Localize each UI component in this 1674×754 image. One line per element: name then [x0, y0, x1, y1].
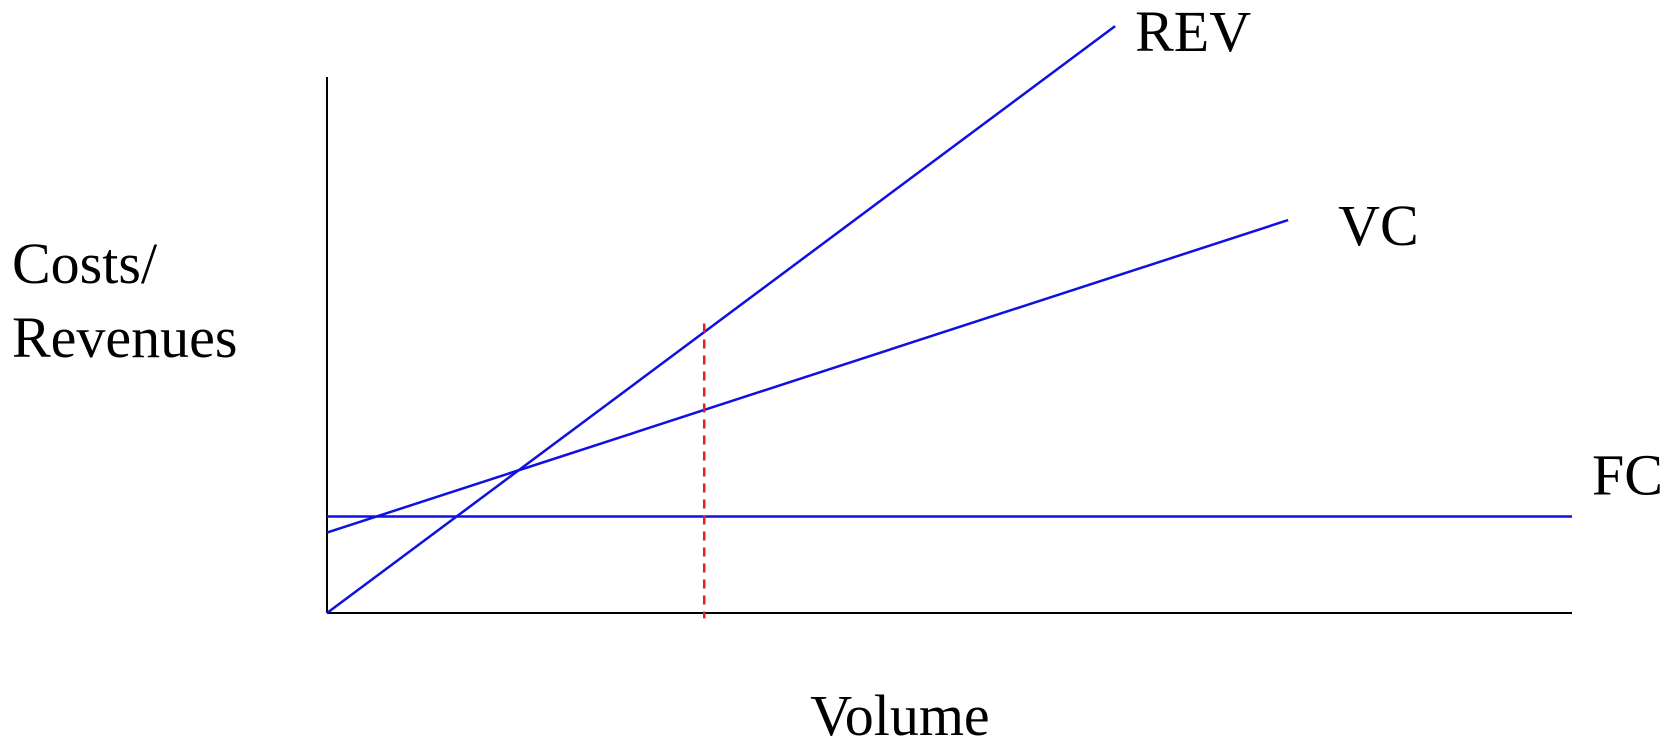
y-axis-label-line: Costs/	[12, 231, 158, 296]
y-axis-label: Costs/Revenues	[12, 231, 238, 370]
series-labels: REV VC FC	[1135, 0, 1663, 508]
y-axis-label-line: Revenues	[12, 305, 238, 370]
series-line-rev	[326, 25, 1116, 615]
x-axis-label: Volume	[810, 683, 989, 748]
series-line-vc	[326, 218, 1289, 534]
series-label-vc: VC	[1338, 193, 1419, 258]
axes	[326, 77, 1572, 614]
series-lines	[326, 25, 1572, 615]
series-label-fc: FC	[1592, 443, 1663, 508]
series-label-rev: REV	[1135, 0, 1251, 64]
